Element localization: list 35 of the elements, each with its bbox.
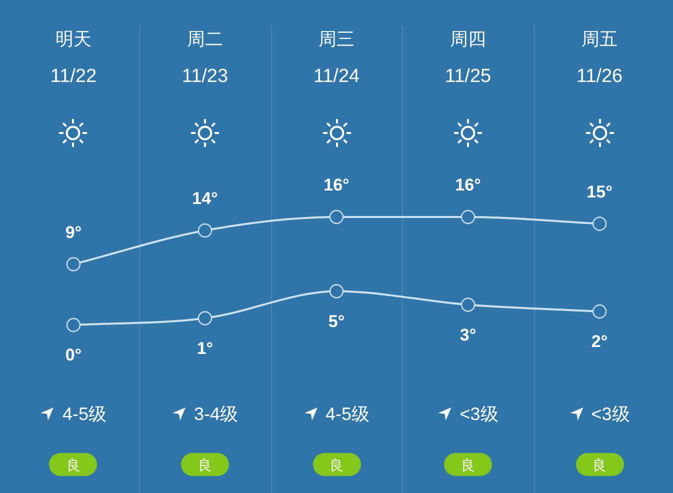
x-tick-label: 周二 11/23 [182, 28, 228, 88]
point [66, 257, 81, 272]
text: <3级 [591, 403, 630, 425]
text: 3-4级 [194, 403, 238, 425]
data-label: 1° [196, 338, 214, 358]
point [460, 210, 476, 224]
text: 4-5级 [62, 403, 106, 425]
x-tick-label: 周五 11/26 [576, 28, 623, 88]
data-label: 16° [324, 176, 350, 195]
text: 良 [198, 456, 212, 472]
text: 良 [66, 456, 80, 472]
data-label: 14° [192, 189, 218, 208]
point [198, 223, 212, 238]
point [460, 298, 476, 312]
point [592, 304, 607, 319]
x-tick-label: 周三 11/24 [313, 28, 360, 88]
text: 良 [592, 456, 607, 472]
text: <3级 [460, 403, 498, 425]
x-tick-label: 周四 11/25 [444, 28, 492, 88]
data-label: 16° [455, 176, 482, 195]
point [198, 311, 212, 326]
data-label: 5° [328, 312, 345, 331]
text: 良 [330, 456, 344, 472]
point [329, 210, 344, 224]
data-label: 2° [591, 332, 608, 352]
point [592, 216, 607, 231]
text: 4-5级 [325, 403, 370, 425]
x-tick-label: 明天 11/22 [50, 28, 97, 88]
text: 良 [461, 456, 476, 472]
point [66, 318, 81, 332]
point [329, 284, 344, 298]
data-label: 0° [65, 346, 82, 365]
data-label: 9° [65, 222, 82, 242]
data-label: 15° [586, 182, 613, 202]
data-label: 3° [460, 325, 476, 344]
